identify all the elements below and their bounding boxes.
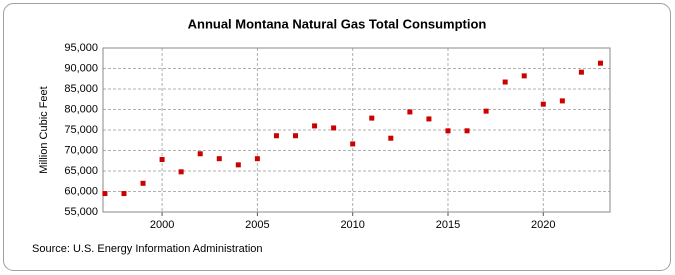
point [159, 157, 165, 163]
x-tick-label: 2020 [531, 219, 555, 231]
y-tick-label: 70,000 [64, 144, 98, 156]
point [331, 125, 337, 131]
point [273, 133, 279, 139]
y-tick-label: 80,000 [64, 103, 98, 115]
x-tick-label: 2015 [436, 219, 460, 231]
point [121, 191, 127, 197]
point [464, 128, 470, 134]
plot-border [102, 47, 611, 213]
point [216, 156, 222, 162]
point [407, 109, 413, 115]
point [578, 69, 584, 75]
x-tick-label: 2005 [245, 219, 269, 231]
point [140, 180, 146, 186]
y-tick-label: 55,000 [64, 206, 98, 218]
y-axis-label: Million Cubic Feet [38, 86, 50, 173]
y-tick-label: 95,000 [64, 42, 98, 54]
point [254, 156, 260, 162]
y-tick-label: 75,000 [64, 124, 98, 136]
source-note: Source: U.S. Energy Information Administ… [32, 243, 263, 255]
point [102, 191, 108, 197]
point [293, 133, 299, 139]
point [502, 79, 508, 85]
point [521, 73, 527, 79]
point [426, 116, 432, 122]
point [178, 169, 184, 175]
point [445, 128, 451, 134]
point [235, 162, 241, 168]
x-tick-label: 2000 [150, 219, 174, 231]
point [597, 60, 603, 66]
y-tick-label: 65,000 [64, 165, 98, 177]
point [559, 98, 565, 104]
chart-title: Annual Montana Natural Gas Total Consump… [188, 16, 487, 31]
x-tick-label: 2010 [340, 219, 364, 231]
y-tick-label: 60,000 [64, 185, 98, 197]
point [312, 123, 318, 129]
y-tick-label: 90,000 [64, 62, 98, 74]
y-tick-label: 85,000 [64, 83, 98, 95]
point [483, 108, 489, 114]
point [369, 115, 375, 121]
point [350, 141, 356, 147]
point [197, 151, 203, 157]
point [540, 101, 546, 107]
point [388, 135, 394, 141]
